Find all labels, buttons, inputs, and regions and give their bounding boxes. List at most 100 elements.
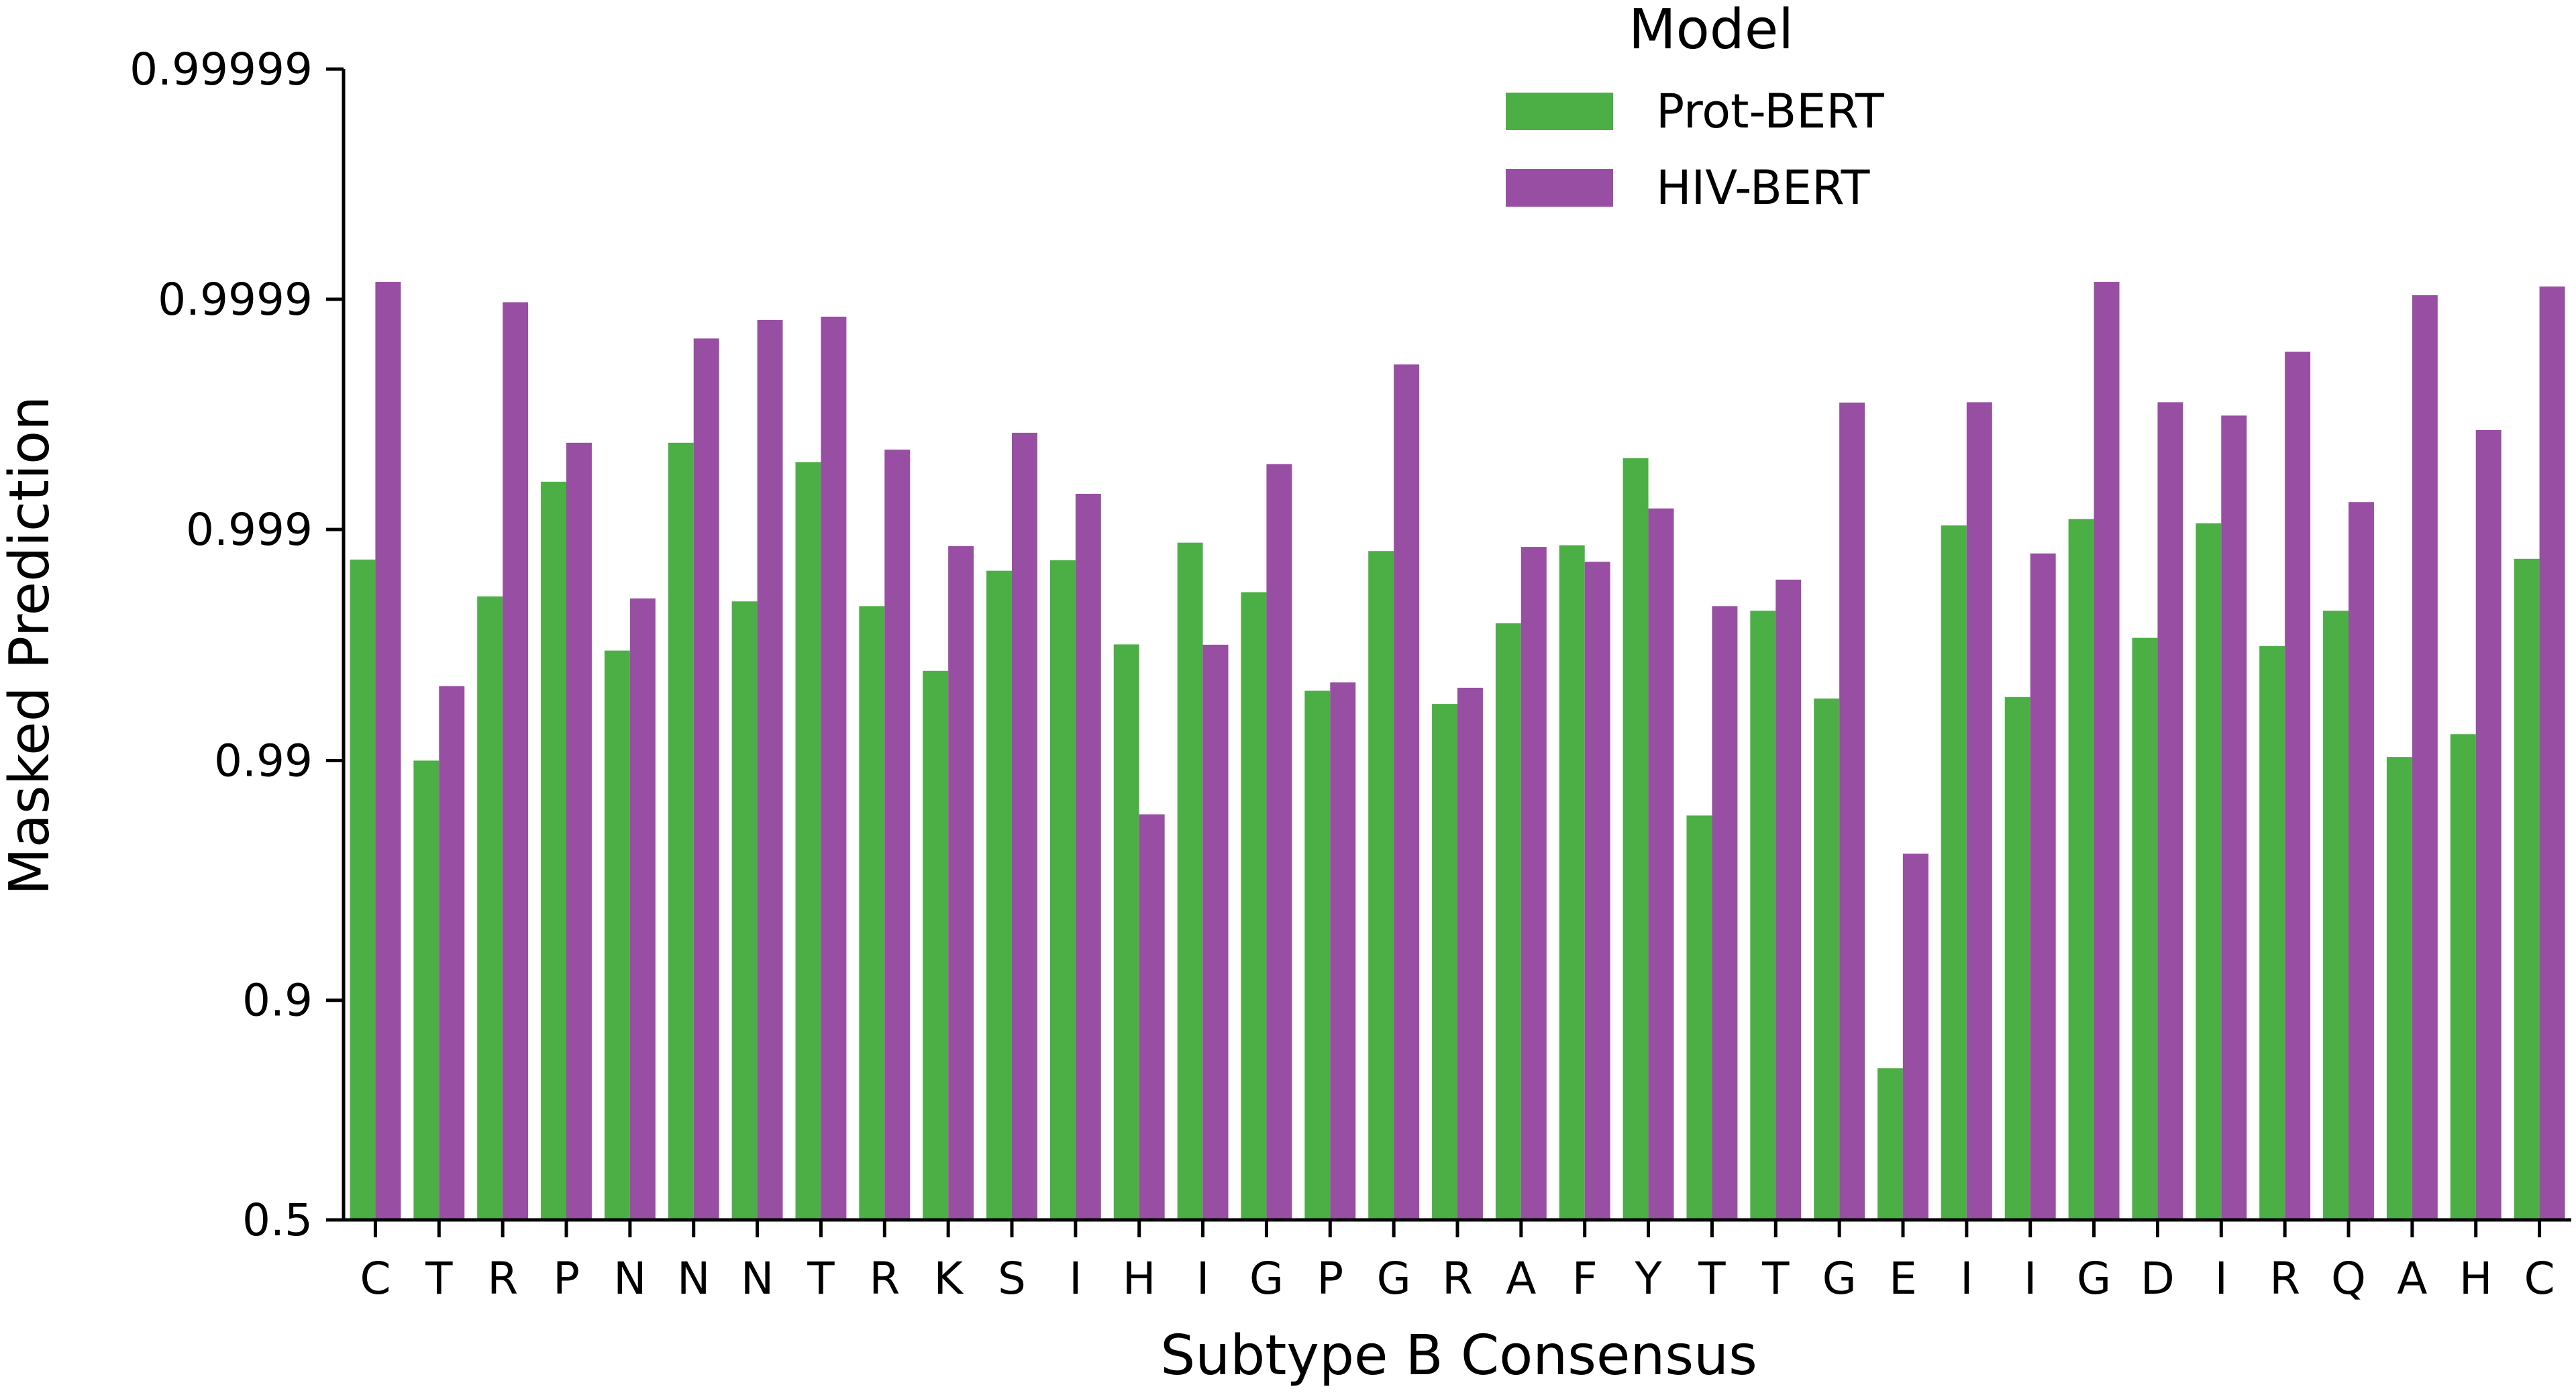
bar-prot-bert <box>1049 560 1076 1220</box>
bar-hiv-bert <box>1457 687 1483 1220</box>
x-tick-label: G <box>1249 1253 1284 1304</box>
bar-prot-bert <box>731 601 758 1220</box>
x-tick-label: T <box>807 1253 835 1304</box>
legend: Model Prot-BERT HIV-BERT <box>1506 0 1884 215</box>
bar-prot-bert <box>1750 611 1776 1220</box>
x-tick-label: I <box>1960 1253 1973 1304</box>
bar-hiv-bert <box>1394 364 1420 1220</box>
x-tick-label: P <box>1317 1253 1343 1304</box>
x-tick-label: S <box>998 1253 1026 1304</box>
bar-prot-bert <box>2514 558 2540 1220</box>
bar-prot-bert <box>668 442 694 1220</box>
bar-hiv-bert <box>757 319 783 1220</box>
bar-prot-bert <box>604 650 630 1220</box>
x-tick-label: R <box>487 1253 518 1304</box>
x-tick-label: N <box>677 1253 710 1304</box>
y-tick-label: 0.99999 <box>130 44 313 95</box>
bar-hiv-bert <box>2221 415 2247 1221</box>
x-tick-label: P <box>553 1253 580 1304</box>
bar-prot-bert <box>1877 1068 1903 1220</box>
x-tick-label: R <box>1442 1253 1473 1304</box>
y-tick-label: 0.5 <box>242 1194 313 1246</box>
x-tick-label: T <box>425 1253 453 1304</box>
bar-hiv-bert <box>2285 352 2311 1220</box>
bar-prot-bert <box>413 760 440 1220</box>
bar-hiv-bert <box>948 546 974 1220</box>
x-tick-label: K <box>934 1253 964 1304</box>
x-tick-label: N <box>741 1253 774 1304</box>
bar-hiv-bert <box>1521 547 1547 1220</box>
x-tick-label: Y <box>1634 1253 1662 1304</box>
bar-prot-bert <box>1432 704 1457 1220</box>
bar-hiv-bert <box>439 686 465 1220</box>
y-tick-label: 0.999 <box>186 504 313 556</box>
bar-prot-bert <box>1495 623 1521 1220</box>
x-tick-label: N <box>613 1253 646 1304</box>
bar-hiv-bert <box>2157 402 2183 1221</box>
bar-prot-bert <box>477 596 503 1220</box>
bar-prot-bert <box>986 570 1012 1220</box>
y-tick-label: 0.9 <box>242 975 313 1027</box>
x-tick-label: H <box>2459 1253 2493 1304</box>
x-tick-label: T <box>1698 1253 1726 1304</box>
bar-prot-bert <box>795 462 821 1220</box>
legend-label-hiv-bert: HIV-BERT <box>1656 160 1870 215</box>
bar-prot-bert <box>2450 734 2476 1220</box>
bar-prot-bert <box>923 670 949 1220</box>
x-axis-title: Subtype B Consensus <box>1160 1324 1757 1388</box>
bar-hiv-bert <box>2412 295 2438 1220</box>
bar-hiv-bert <box>2475 429 2502 1220</box>
bar-hiv-bert <box>629 598 656 1220</box>
bar-hiv-bert <box>2030 553 2056 1220</box>
legend-swatch-hiv-bert <box>1506 169 1613 207</box>
x-tick-label: I <box>2024 1253 2037 1304</box>
x-tick-label: G <box>1377 1253 1411 1304</box>
x-tick-label: Q <box>2331 1253 2366 1304</box>
bar-prot-bert <box>2259 646 2285 1220</box>
bar-hiv-bert <box>1012 432 1037 1220</box>
bar-hiv-bert <box>1775 579 1802 1220</box>
bar-hiv-bert <box>1139 814 1165 1220</box>
bar-hiv-bert <box>1839 402 1865 1221</box>
y-tick-label: 0.9999 <box>158 274 313 325</box>
bar-prot-bert <box>2386 757 2412 1220</box>
bar-prot-bert <box>541 481 566 1220</box>
legend-swatch-prot-bert <box>1506 93 1613 130</box>
x-tick-label: H <box>1123 1253 1156 1304</box>
legend-label-prot-bert: Prot-BERT <box>1656 84 1884 139</box>
x-tick-label: D <box>2141 1253 2175 1304</box>
bar-hiv-bert <box>1648 508 1674 1220</box>
bar-prot-bert <box>2323 611 2349 1220</box>
bar-hiv-bert <box>1202 644 1229 1220</box>
bar-prot-bert <box>1368 551 1394 1220</box>
x-tick-label: R <box>869 1253 900 1304</box>
bar-prot-bert <box>1113 644 1139 1220</box>
bar-prot-bert <box>1304 690 1331 1220</box>
y-ticks-group: 0.5 0.9 0.99 0.999 0.9999 0.99999 <box>130 44 344 1246</box>
x-tick-label: I <box>1069 1253 1082 1304</box>
y-axis-title: Masked Prediction <box>0 396 62 895</box>
bar-hiv-bert <box>821 316 847 1220</box>
x-tick-label: G <box>2077 1253 2111 1304</box>
bar-hiv-bert <box>1903 854 1928 1220</box>
bar-prot-bert <box>1814 699 1840 1220</box>
bar-hiv-bert <box>1712 606 1738 1220</box>
bar-prot-bert <box>859 606 885 1220</box>
bar-hiv-bert <box>884 450 911 1220</box>
x-tick-label: G <box>1822 1253 1857 1304</box>
x-tick-label: F <box>1572 1253 1598 1304</box>
bar-hiv-bert <box>1584 562 1610 1220</box>
bar-prot-bert <box>2132 637 2158 1220</box>
bar-prot-bert <box>2196 523 2222 1220</box>
bar-hiv-bert <box>1266 464 1292 1220</box>
bar-prot-bert <box>1622 458 1649 1220</box>
x-tick-label: A <box>1506 1253 1536 1304</box>
y-tick-label: 0.99 <box>214 735 313 786</box>
bar-prot-bert <box>2068 519 2094 1220</box>
bar-prot-bert <box>1241 592 1267 1220</box>
bar-hiv-bert <box>2094 282 2120 1221</box>
x-tick-label: R <box>2269 1253 2300 1304</box>
x-tick-label: A <box>2397 1253 2427 1304</box>
bar-hiv-bert <box>566 442 592 1220</box>
